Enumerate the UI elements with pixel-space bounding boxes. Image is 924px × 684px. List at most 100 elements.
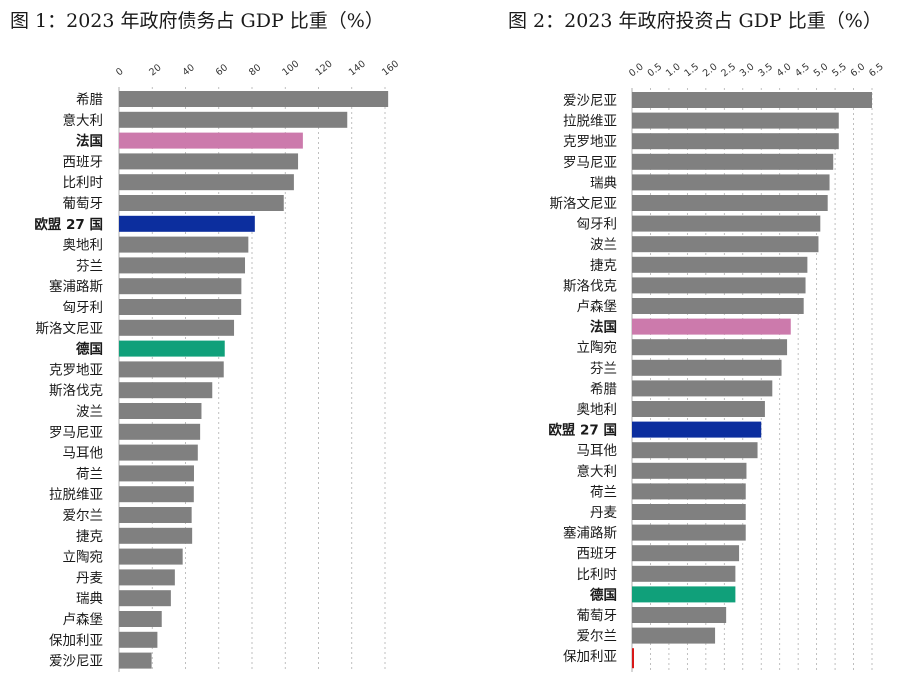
- x-tick-label: 2.5: [719, 61, 738, 79]
- x-tick-label: 20: [147, 62, 163, 78]
- bar: [632, 318, 791, 335]
- category-label: 拉脱维亚: [563, 114, 617, 130]
- bar: [119, 340, 225, 357]
- category-label: 保加利亚: [49, 633, 103, 649]
- category-label: 拉脱维亚: [49, 487, 103, 503]
- bar: [632, 153, 834, 170]
- x-tick-label: 6.5: [867, 61, 886, 79]
- category-label: 瑞典: [76, 591, 103, 607]
- x-tick-label: 60: [214, 62, 230, 78]
- bar: [119, 548, 183, 565]
- chart-title-debt: 图 1：2023 年政府债务占 GDP 比重（%）: [10, 10, 384, 32]
- category-label: 罗马尼亚: [49, 425, 103, 441]
- x-tick-label: 40: [181, 62, 197, 78]
- x-tick-label: 120: [314, 59, 335, 79]
- bar: [632, 256, 808, 273]
- bar: [119, 153, 299, 170]
- category-label: 罗马尼亚: [563, 155, 617, 171]
- bar: [119, 652, 152, 669]
- government-debt-chart-panel: 图 1：2023 年政府债务占 GDP 比重（%） 0 20 40 60 80 100 12…: [10, 10, 401, 672]
- x-tick-label: 100: [280, 59, 301, 79]
- x-tick-label: 0.0: [627, 61, 646, 79]
- bar: [632, 421, 762, 438]
- bar: [119, 569, 175, 586]
- category-label: 塞浦路斯: [49, 278, 103, 295]
- category-label: 卢森堡: [63, 612, 104, 628]
- bar: [632, 586, 736, 603]
- bar: [119, 215, 255, 232]
- bar: [632, 462, 747, 479]
- category-label: 西班牙: [63, 154, 104, 170]
- bar: [119, 403, 202, 419]
- x-tick-label: 80: [247, 62, 263, 78]
- x-tick-label: 140: [347, 59, 368, 79]
- category-label: 希腊: [590, 381, 617, 397]
- category-label: 奥地利: [63, 237, 104, 254]
- category-label: 捷克: [590, 258, 617, 274]
- bar: [119, 486, 194, 503]
- bar: [632, 504, 746, 520]
- x-tick-label: 3.0: [738, 61, 757, 79]
- category-label: 立陶宛: [577, 340, 618, 356]
- category-label: 欧盟 27 国: [548, 422, 617, 439]
- bar: [119, 195, 284, 211]
- bar: [119, 382, 213, 399]
- category-label: 匈牙利: [577, 217, 618, 233]
- bar: [632, 524, 746, 541]
- category-label: 葡萄牙: [577, 608, 618, 624]
- bar: [632, 545, 740, 562]
- x-tick-label: 0: [114, 66, 126, 78]
- category-label: 瑞典: [590, 175, 617, 191]
- category-label: 荷兰: [76, 466, 103, 482]
- bar: [632, 112, 839, 129]
- bar: [119, 278, 242, 295]
- bar: [119, 611, 162, 627]
- bar: [119, 444, 198, 461]
- category-label: 爱沙尼亚: [563, 93, 617, 109]
- chart-title-investment: 图 2：2023 年政府投资占 GDP 比重（%）: [508, 10, 882, 32]
- bar: [632, 195, 828, 211]
- bar: [119, 257, 246, 274]
- bar: [632, 627, 716, 644]
- bar: [632, 298, 804, 314]
- bar: [632, 236, 819, 253]
- category-label: 马耳他: [63, 446, 104, 462]
- bar: [632, 359, 782, 376]
- category-label: 西班牙: [577, 546, 618, 562]
- bar: [119, 527, 193, 544]
- category-label: 斯洛伐克: [563, 278, 617, 294]
- category-label: 波兰: [590, 237, 617, 253]
- bar: [632, 380, 773, 397]
- bar: [632, 92, 872, 108]
- government-investment-chart: 0.0 0.5 1.0 1.5 2.0 2.5 3.0 3.5 4.0 4.5 5.0 5.5 6.0 6…: [548, 61, 886, 672]
- bar: [119, 91, 389, 107]
- x-tick-label: 2.0: [701, 61, 720, 79]
- category-label: 匈牙利: [63, 300, 104, 316]
- bar: [632, 442, 758, 459]
- bar: [632, 174, 830, 191]
- x-tick-label: 160: [380, 59, 401, 79]
- category-label: 德国: [590, 586, 617, 603]
- x-tick-label: 1.0: [664, 61, 683, 79]
- category-label: 爱尔兰: [63, 508, 104, 524]
- bar: [119, 465, 194, 482]
- bar: [119, 507, 192, 523]
- x-tick-label: 5.0: [812, 61, 831, 79]
- category-label: 欧盟 27 国: [34, 216, 103, 233]
- category-label: 芬兰: [590, 361, 617, 377]
- category-label: 丹麦: [590, 505, 618, 521]
- category-label: 捷克: [76, 529, 103, 545]
- category-label: 奥地利: [577, 401, 618, 418]
- category-label: 立陶宛: [63, 550, 104, 566]
- category-label: 荷兰: [590, 484, 617, 500]
- x-tick-label: 4.5: [793, 61, 812, 79]
- bar: [632, 648, 634, 669]
- bar: [119, 631, 158, 648]
- category-label: 意大利: [577, 463, 618, 480]
- bar: [119, 361, 224, 378]
- bar: [632, 483, 746, 500]
- category-label: 法国: [76, 133, 103, 150]
- category-label: 比利时: [577, 567, 618, 583]
- government-debt-chart: 0 20 40 60 80 100 120 140 160 希腊意大利法国西班牙比利时葡萄牙欧盟 …: [34, 59, 401, 672]
